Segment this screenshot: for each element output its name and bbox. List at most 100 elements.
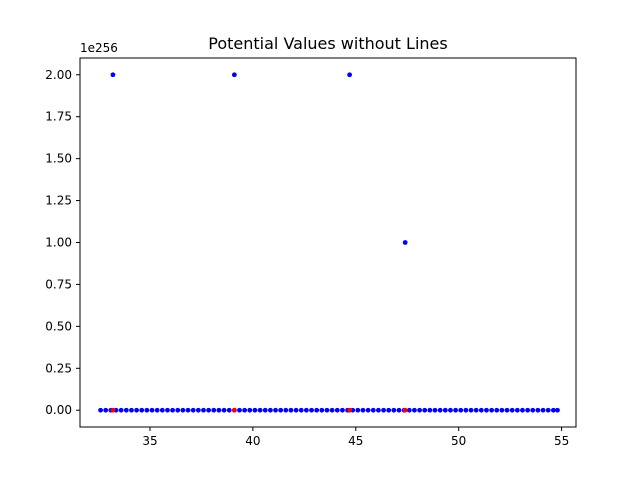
data-point bbox=[391, 407, 397, 413]
data-point bbox=[448, 407, 453, 413]
y-tick-label: 0.50 bbox=[45, 319, 72, 333]
data-point bbox=[273, 407, 278, 413]
data-point bbox=[365, 407, 371, 413]
data-point-red bbox=[110, 407, 116, 413]
data-point bbox=[427, 407, 433, 413]
data-point bbox=[406, 407, 412, 413]
data-point bbox=[386, 407, 392, 413]
data-point bbox=[216, 407, 222, 413]
data-point bbox=[288, 407, 294, 413]
data-point bbox=[247, 407, 253, 413]
data-point-spike bbox=[402, 240, 408, 245]
x-tick-label: 40 bbox=[245, 434, 260, 448]
data-point bbox=[201, 407, 206, 413]
x-tick-label: 45 bbox=[348, 434, 363, 448]
data-point-spike bbox=[231, 72, 237, 78]
data-point bbox=[314, 407, 320, 413]
data-point bbox=[355, 407, 361, 413]
data-point bbox=[504, 407, 510, 413]
data-point bbox=[98, 407, 103, 413]
data-point bbox=[293, 407, 299, 413]
data-point bbox=[319, 407, 325, 413]
data-point bbox=[540, 407, 546, 413]
data-point bbox=[237, 407, 242, 413]
data-point bbox=[165, 407, 170, 413]
data-point bbox=[417, 407, 422, 413]
data-point bbox=[514, 407, 520, 413]
data-point bbox=[149, 407, 155, 413]
data-point bbox=[442, 407, 448, 413]
data-point bbox=[298, 407, 304, 413]
chart-title: Potential Values without Lines bbox=[208, 34, 447, 53]
data-point bbox=[257, 407, 263, 413]
data-point bbox=[134, 407, 140, 413]
data-point bbox=[525, 407, 531, 413]
data-point bbox=[118, 407, 124, 413]
y-tick-label: 1.00 bbox=[45, 236, 72, 250]
data-point bbox=[262, 407, 268, 413]
data-point bbox=[509, 407, 515, 413]
data-point bbox=[463, 407, 469, 413]
data-point bbox=[159, 407, 165, 413]
points-layer bbox=[98, 72, 560, 413]
data-point bbox=[360, 407, 366, 413]
y-tick-label: 1.25 bbox=[45, 194, 72, 208]
data-point bbox=[175, 407, 181, 413]
x-tick-label: 35 bbox=[142, 434, 157, 448]
data-point bbox=[453, 407, 458, 413]
data-point bbox=[329, 407, 335, 413]
data-point bbox=[340, 407, 345, 413]
data-point bbox=[278, 407, 284, 413]
data-point bbox=[211, 407, 217, 413]
y-tick-label: 0.25 bbox=[45, 361, 72, 375]
y-tick-label: 1.75 bbox=[45, 110, 72, 124]
data-point bbox=[144, 407, 150, 413]
data-point-red bbox=[231, 407, 237, 413]
data-point bbox=[432, 407, 438, 413]
data-point bbox=[190, 407, 196, 413]
data-point bbox=[555, 407, 560, 413]
data-point-red bbox=[402, 407, 408, 413]
data-point bbox=[468, 407, 474, 413]
data-point bbox=[123, 407, 129, 413]
data-point bbox=[545, 407, 551, 413]
data-point-spike bbox=[110, 72, 116, 78]
y-offset-label: 1e256 bbox=[80, 41, 118, 55]
data-point bbox=[478, 407, 484, 413]
data-point bbox=[396, 407, 402, 413]
data-point bbox=[437, 407, 443, 413]
data-point bbox=[535, 407, 541, 413]
data-point bbox=[473, 407, 479, 413]
axes-layer: 35 40 45 50 55 0.00 0.25 0.50 0.75 1.00 1.25 1.50 1.… bbox=[45, 68, 569, 448]
data-point bbox=[376, 407, 381, 413]
x-tick-label: 55 bbox=[554, 434, 569, 448]
data-point bbox=[370, 407, 376, 413]
data-point bbox=[154, 407, 160, 413]
data-point-spike bbox=[347, 72, 353, 78]
data-point bbox=[303, 407, 309, 413]
plot-frame bbox=[79, 57, 577, 428]
data-point bbox=[484, 407, 489, 413]
data-point bbox=[206, 407, 212, 413]
data-point bbox=[267, 407, 273, 413]
data-point bbox=[170, 407, 176, 413]
y-tick-label: 2.00 bbox=[45, 68, 72, 82]
data-point bbox=[334, 407, 340, 413]
data-point bbox=[195, 407, 201, 413]
data-point bbox=[283, 407, 289, 413]
data-point bbox=[180, 407, 186, 413]
data-point bbox=[221, 407, 227, 413]
data-point bbox=[252, 407, 258, 413]
data-point bbox=[520, 407, 525, 413]
data-point bbox=[103, 407, 109, 413]
data-point bbox=[242, 407, 248, 413]
y-tick-label: 0.00 bbox=[45, 403, 72, 417]
data-point bbox=[412, 407, 417, 413]
data-point bbox=[226, 407, 232, 413]
data-point bbox=[494, 407, 500, 413]
data-point bbox=[458, 407, 464, 413]
data-point bbox=[139, 407, 145, 413]
data-point bbox=[550, 407, 556, 413]
y-tick-label: 0.75 bbox=[45, 277, 72, 291]
